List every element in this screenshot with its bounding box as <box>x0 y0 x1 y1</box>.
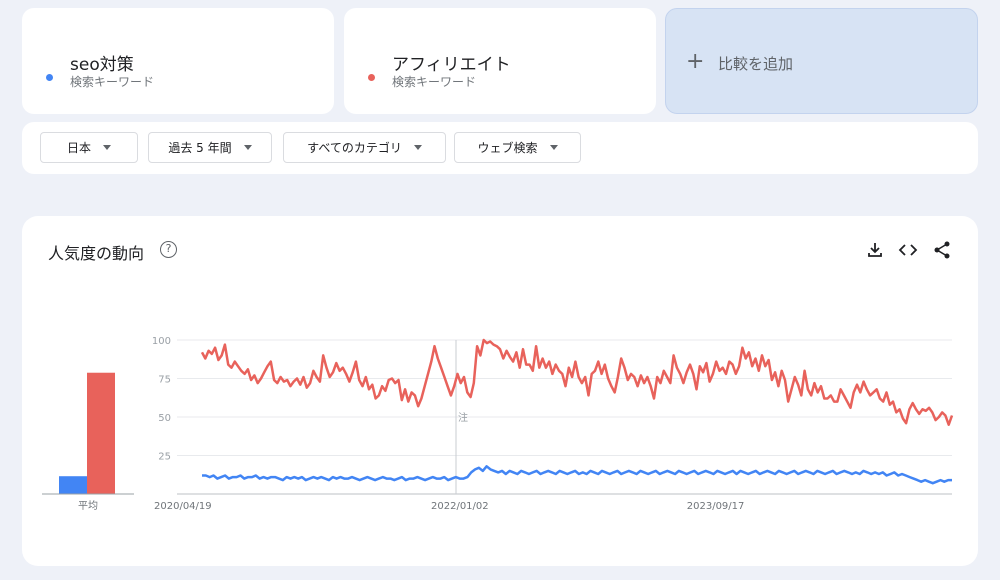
filter-category[interactable]: すべてのカテゴリ <box>283 132 446 163</box>
chart-grid <box>177 339 952 495</box>
plus-icon: + <box>686 49 705 74</box>
download-icon[interactable] <box>865 240 885 260</box>
x-tick-label: 2023/09/17 <box>687 501 745 512</box>
series-line <box>202 465 952 485</box>
term-card-affiliate[interactable]: アフィリエイト 検索キーワード <box>344 8 656 114</box>
term-type: 検索キーワード <box>70 75 155 89</box>
dropdown-caret-icon <box>103 145 111 150</box>
average-bars: 平均 <box>42 372 134 512</box>
filter-category-label: すべてのカテゴリ <box>307 141 402 155</box>
interest-over-time-card: 人気度の動向 ? 平均 25 50 75 100 2020/04/19 2022/01/0… <box>22 216 978 566</box>
y-tick-label: 50 <box>158 413 171 424</box>
y-tick-label: 100 <box>152 336 171 347</box>
filter-search-type[interactable]: ウェブ検索 <box>454 132 581 163</box>
chart-lines <box>200 338 954 485</box>
term-name: アフィリエイト <box>392 55 511 75</box>
dropdown-caret-icon <box>243 145 252 150</box>
chart-labels: 25 50 75 100 2020/04/19 2022/01/02 2023/09/17 注 <box>152 336 744 512</box>
y-tick-label: 75 <box>158 375 171 386</box>
add-comparison-label: 比較を追加 <box>718 55 794 73</box>
dropdown-caret-icon <box>549 145 558 150</box>
filter-time-range[interactable]: 過去 5 年間 <box>148 132 272 163</box>
filter-region-label: 日本 <box>66 141 91 155</box>
embed-icon[interactable] <box>898 240 918 260</box>
term-name: seo対策 <box>70 55 134 75</box>
dropdown-caret-icon <box>413 145 422 150</box>
average-bar <box>59 476 87 494</box>
help-icon[interactable]: ? <box>160 241 177 258</box>
term-card-seo[interactable]: seo対策 検索キーワード <box>22 8 334 114</box>
filter-bar: 日本 過去 5 年間 すべてのカテゴリ ウェブ検索 <box>22 122 978 174</box>
series-line <box>200 338 954 426</box>
series-color-dot <box>46 74 53 81</box>
filter-time-range-label: 過去 5 年間 <box>168 141 232 155</box>
average-bar <box>87 372 115 494</box>
series-color-dot <box>368 74 375 81</box>
x-tick-label: 2022/01/02 <box>431 501 489 512</box>
x-tick-label: 2020/04/19 <box>154 501 212 512</box>
add-comparison-button[interactable]: + 比較を追加 <box>665 8 978 114</box>
filter-search-type-label: ウェブ検索 <box>477 141 538 155</box>
filter-region[interactable]: 日本 <box>40 132 138 163</box>
average-label: 平均 <box>78 500 98 512</box>
note-marker-label: 注 <box>458 411 468 424</box>
term-type: 検索キーワード <box>392 75 477 89</box>
trend-chart: 平均 25 50 75 100 2020/04/19 2022/01/02 2023/09/… <box>42 336 954 512</box>
y-tick-label: 25 <box>158 452 171 463</box>
share-icon[interactable] <box>932 240 952 260</box>
chart-title: 人気度の動向 <box>48 244 145 263</box>
